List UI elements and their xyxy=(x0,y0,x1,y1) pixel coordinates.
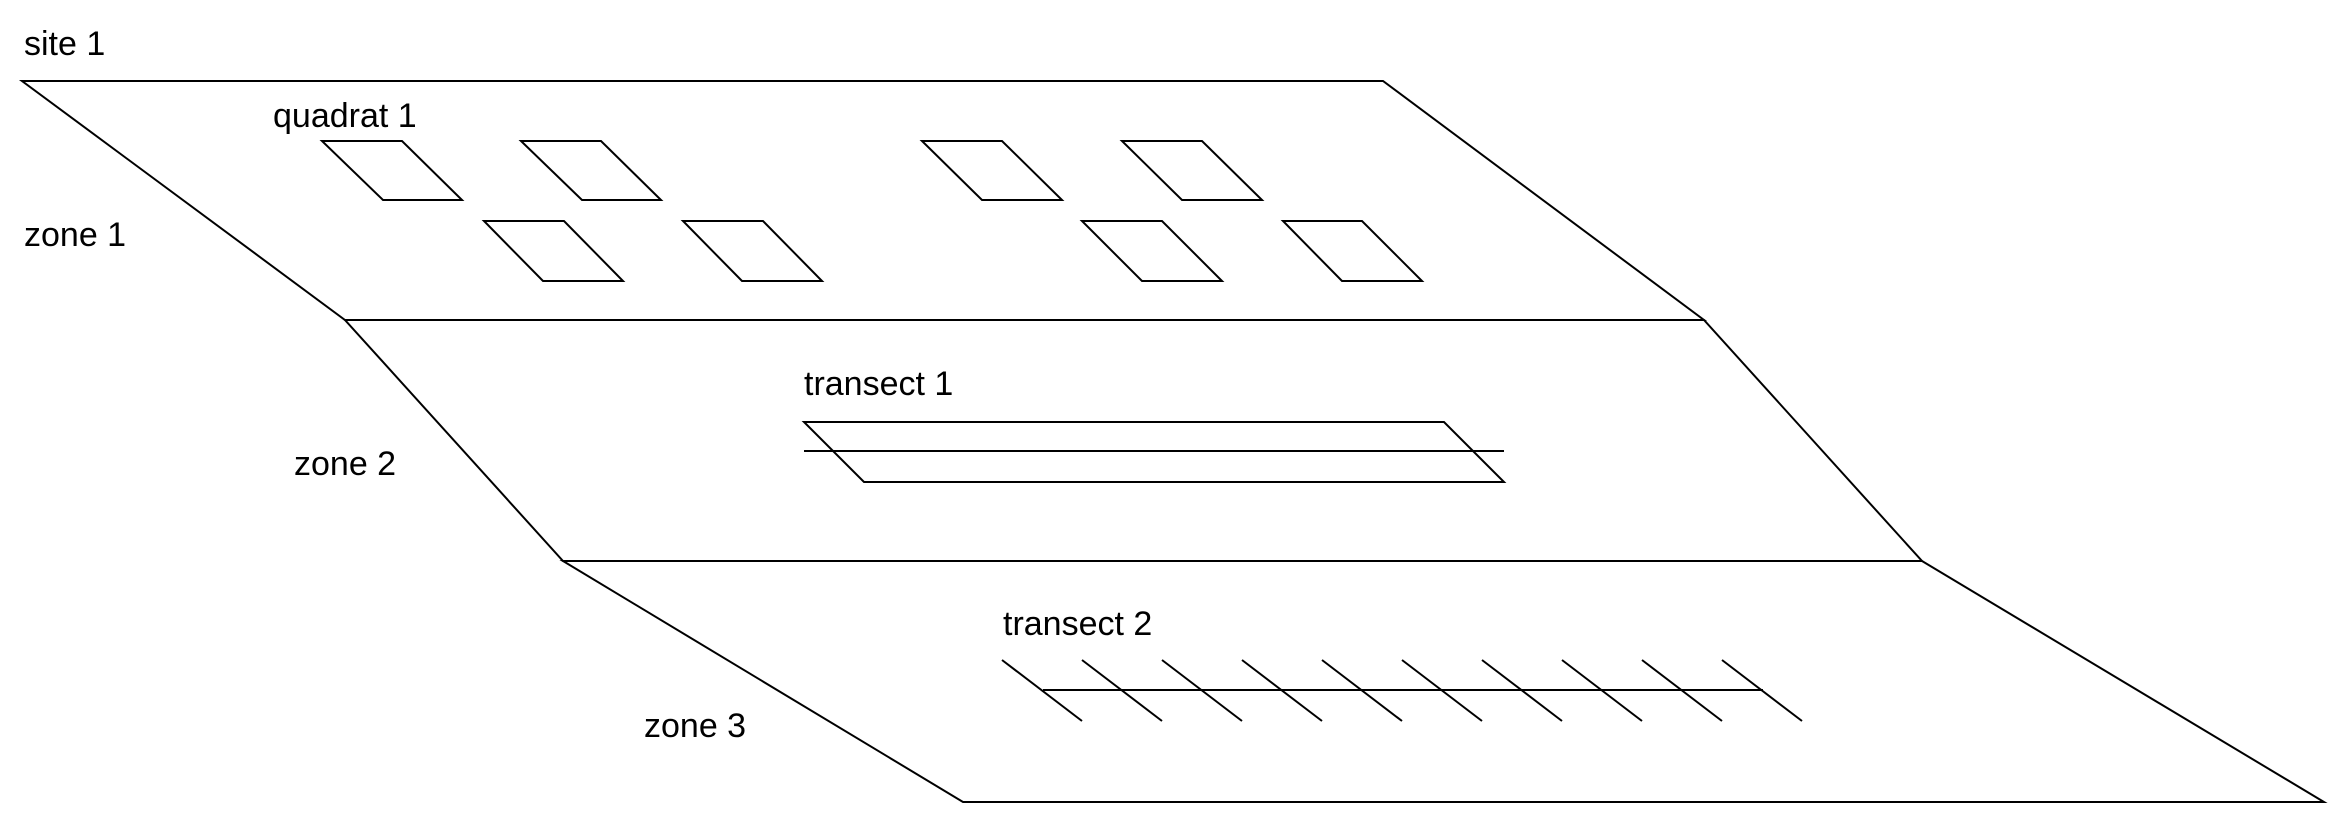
zone-3-plane xyxy=(559,560,2328,803)
transect-1 xyxy=(801,421,1507,483)
transect-2-tick xyxy=(1161,659,1243,722)
transect-2-tick xyxy=(1561,659,1643,722)
quadrat xyxy=(1280,220,1425,282)
transect-2-tick xyxy=(1241,659,1323,722)
quadrat xyxy=(680,220,825,282)
transect-2 xyxy=(1001,659,1803,722)
quadrat xyxy=(1079,220,1225,282)
zone-3-label: zone 3 xyxy=(644,707,746,745)
zone-2-outline xyxy=(342,319,1925,562)
transect-2-tick xyxy=(1641,659,1723,722)
zone-2-plane xyxy=(342,319,1925,562)
quadrat xyxy=(481,220,626,282)
quadrat xyxy=(1119,140,1265,201)
transect-2-tick xyxy=(1081,659,1163,722)
quadrat-label: quadrat 1 xyxy=(273,97,417,135)
transect-2-tick xyxy=(1321,659,1403,722)
transect-2-tick xyxy=(1481,659,1563,722)
quadrat xyxy=(518,140,664,201)
transect-2-ticks xyxy=(1001,659,1803,722)
transect-2-tick xyxy=(1401,659,1483,722)
transect-2-tick xyxy=(1001,659,1083,722)
quadrat xyxy=(319,140,465,201)
quadrat xyxy=(919,140,1065,201)
transect-2-tick xyxy=(1721,659,1803,722)
zone-3-outline xyxy=(559,560,2328,803)
quadrat-group xyxy=(319,140,1425,282)
transect-1-strip xyxy=(801,421,1507,483)
transect-1-label: transect 1 xyxy=(804,365,953,403)
site-label: site 1 xyxy=(24,25,105,63)
zone-2-label: zone 2 xyxy=(294,445,396,483)
zone-1-label: zone 1 xyxy=(24,216,126,254)
transect-2-label: transect 2 xyxy=(1003,605,1152,643)
